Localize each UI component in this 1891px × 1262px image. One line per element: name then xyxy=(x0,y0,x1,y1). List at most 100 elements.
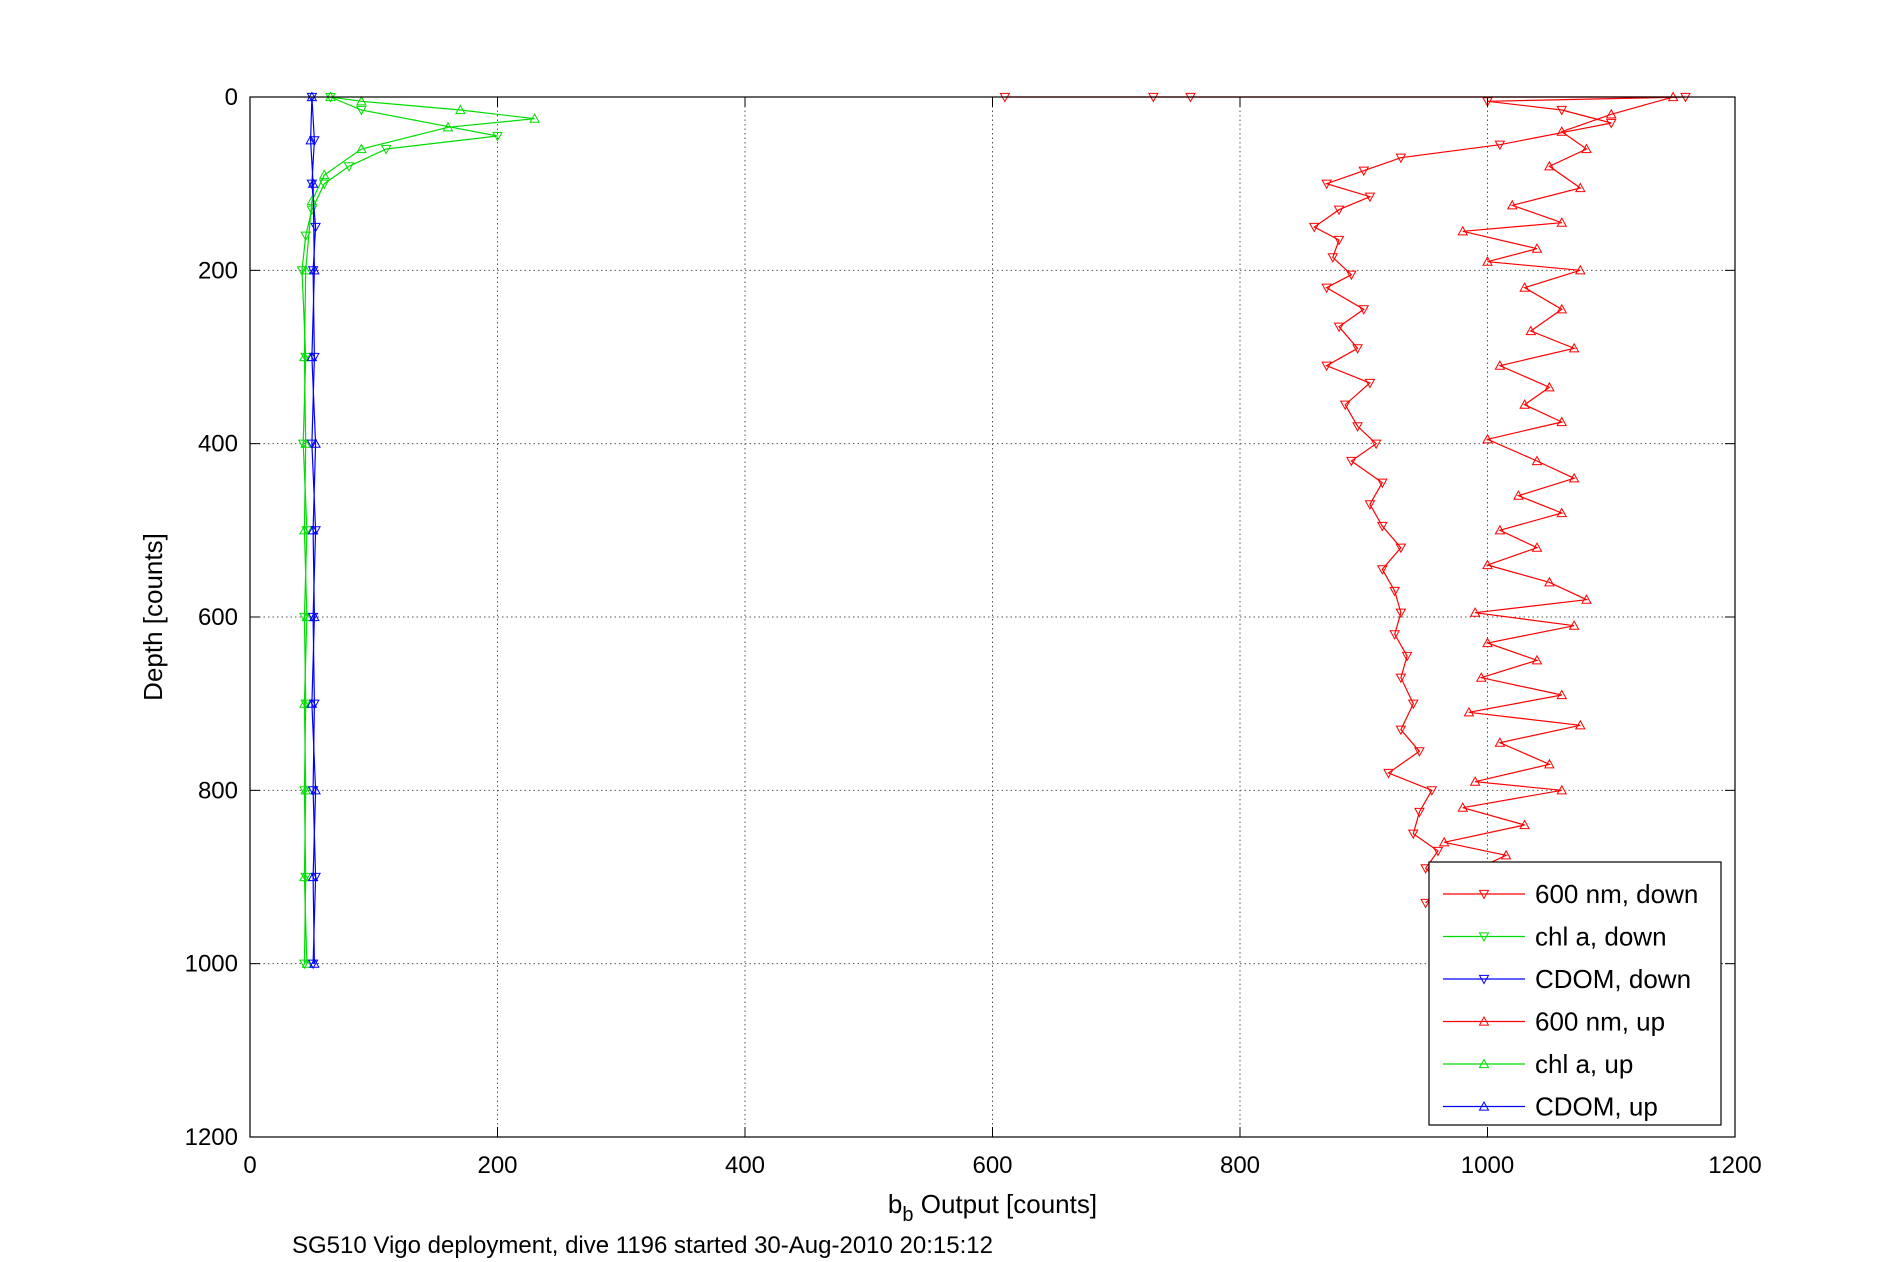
data-point xyxy=(299,698,310,708)
data-point xyxy=(1395,543,1407,554)
data-point xyxy=(1383,768,1394,779)
x-axis-label: bb Output [counts] xyxy=(888,1189,1097,1226)
data-point xyxy=(299,524,310,535)
data-point xyxy=(1457,802,1469,812)
data-point xyxy=(1414,807,1425,818)
data-point xyxy=(300,872,312,883)
y-tick-label: 1200 xyxy=(185,1124,238,1151)
data-point xyxy=(299,871,310,882)
data-point xyxy=(1463,706,1475,717)
data-point xyxy=(1500,849,1512,860)
legend-label: 600 nm, down xyxy=(1535,879,1698,909)
data-point xyxy=(1494,737,1506,747)
data-point xyxy=(1457,225,1469,236)
legend: 600 nm, down chl a, down CDOM, down 600 nm,… xyxy=(1428,861,1722,1126)
legend-box xyxy=(1428,861,1722,1126)
x-axis-label-rest: Output [counts] xyxy=(914,1189,1098,1219)
data-point xyxy=(307,266,319,276)
data-point xyxy=(1426,786,1438,796)
data-point xyxy=(1581,594,1592,604)
data-point xyxy=(1420,864,1431,874)
data-point xyxy=(306,195,318,206)
data-point xyxy=(1414,747,1425,757)
data-point xyxy=(1327,253,1339,263)
x-tick-label: 600 xyxy=(972,1152,1012,1179)
data-point xyxy=(300,784,312,795)
series-layer xyxy=(296,91,1691,970)
data-point xyxy=(1525,325,1537,336)
data-point xyxy=(1389,630,1401,640)
legend-entry-cdom-down: CDOM, down xyxy=(1443,964,1691,994)
figure-caption: SG510 Vigo deployment, dive 1196 started… xyxy=(292,1232,993,1259)
data-point xyxy=(380,144,392,155)
series-line-chl-a-up xyxy=(303,96,535,964)
data-point xyxy=(301,611,313,622)
ticks: 0 200 400 600 800 1000 12000200400600800100012… xyxy=(185,84,1762,1179)
data-point xyxy=(299,959,310,970)
data-point xyxy=(1519,399,1530,409)
data-point xyxy=(1519,819,1530,830)
data-point xyxy=(1333,322,1345,333)
data-point xyxy=(307,524,319,535)
data-point xyxy=(1544,160,1555,171)
legend-marker xyxy=(1478,932,1490,943)
legend-marker xyxy=(1478,1015,1490,1026)
data-point xyxy=(1358,166,1370,177)
data-point xyxy=(1395,725,1407,736)
data-point xyxy=(1364,378,1376,389)
legend-entry-cdom-up: CDOM, up xyxy=(1443,1092,1658,1122)
data-point xyxy=(307,612,319,623)
legend-marker xyxy=(1478,974,1490,985)
data-point xyxy=(1519,282,1530,292)
data-point xyxy=(1376,565,1388,575)
data-point xyxy=(1420,898,1431,909)
legend-entry-chl-a-up: chl a, up xyxy=(1443,1049,1633,1079)
data-point xyxy=(1531,654,1543,665)
data-point xyxy=(1556,217,1568,227)
data-point xyxy=(1568,342,1580,353)
data-point xyxy=(1494,524,1506,535)
y-tick-label: 0 xyxy=(225,84,238,111)
x-tick-label: 0 xyxy=(243,1152,256,1179)
data-point xyxy=(1438,836,1450,847)
data-point xyxy=(529,113,540,123)
data-point xyxy=(307,871,319,882)
data-point xyxy=(1574,719,1586,730)
legend-marker xyxy=(1478,1058,1490,1069)
data-point xyxy=(309,264,320,275)
data-point xyxy=(1346,270,1357,281)
data-point xyxy=(318,179,330,190)
data-point xyxy=(307,959,319,970)
legend-label: chl a, up xyxy=(1535,1049,1633,1079)
data-point xyxy=(1389,586,1401,597)
data-point xyxy=(1568,472,1580,483)
data-point xyxy=(1513,490,1524,500)
legend-marker xyxy=(1478,889,1490,900)
data-point xyxy=(300,699,312,710)
data-point xyxy=(1581,143,1592,154)
data-point xyxy=(1605,108,1617,119)
data-point xyxy=(356,105,367,116)
data-point xyxy=(309,136,320,146)
data-point xyxy=(1395,673,1407,684)
data-point xyxy=(1333,235,1345,246)
data-point xyxy=(356,95,367,106)
data-point xyxy=(306,698,318,708)
data-point xyxy=(1370,439,1382,450)
data-point xyxy=(1482,433,1493,444)
x-axis-label-subscript: b xyxy=(902,1204,913,1226)
series-line-600-nm-down xyxy=(1004,96,1686,904)
series-cdom-up xyxy=(305,91,321,968)
data-point xyxy=(1531,542,1543,552)
data-point xyxy=(1531,243,1543,253)
series-line-cdom-up xyxy=(309,96,317,964)
data-point xyxy=(306,179,318,190)
y-tick-label: 400 xyxy=(198,431,238,458)
data-point xyxy=(1494,360,1506,370)
data-point xyxy=(1364,500,1376,510)
data-point xyxy=(492,131,503,142)
data-point xyxy=(307,178,319,188)
x-tick-label: 1000 xyxy=(1461,1152,1514,1179)
data-point xyxy=(305,134,316,145)
